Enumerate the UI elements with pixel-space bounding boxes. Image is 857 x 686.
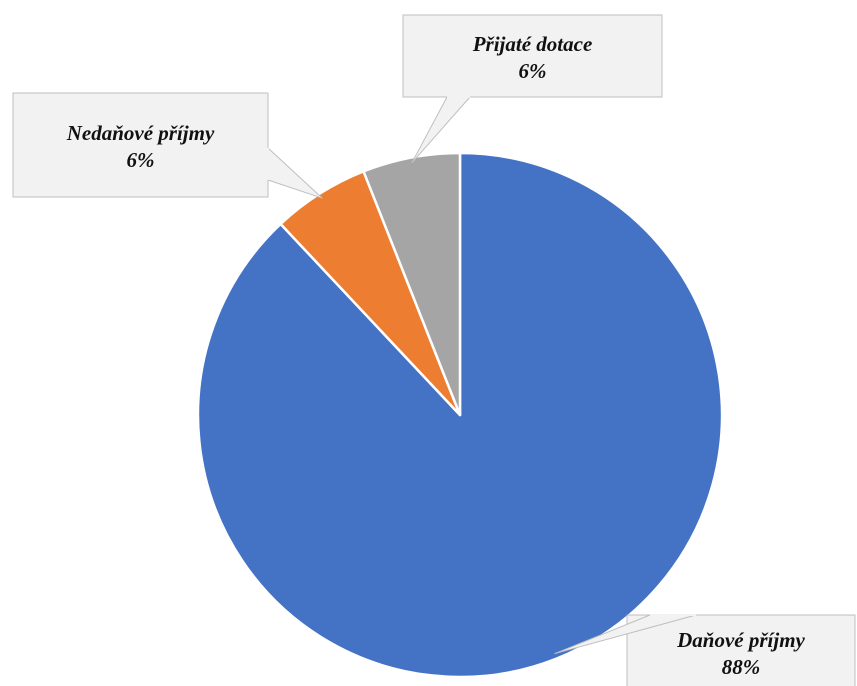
data-label-category: Daňové příjmy bbox=[676, 628, 805, 652]
data-label-callout: Daňové příjmy 88% bbox=[554, 614, 856, 686]
callout-box bbox=[12, 92, 269, 198]
slices-layer bbox=[196, 151, 724, 679]
data-label-callout: Přijaté dotace 6% bbox=[402, 14, 663, 164]
data-label-value: 6% bbox=[519, 59, 547, 83]
pie-slice bbox=[196, 151, 724, 679]
pie-slice bbox=[362, 151, 462, 417]
callout-pointer bbox=[267, 146, 323, 199]
data-label-value: 88% bbox=[722, 655, 761, 679]
data-label-value: 6% bbox=[127, 148, 155, 172]
data-label-category: Přijaté dotace bbox=[472, 32, 593, 56]
data-label-category: Nedaňové příjmy bbox=[66, 121, 215, 145]
data-label-callout: Nedaňové příjmy 6% bbox=[12, 92, 323, 199]
callout-box bbox=[626, 614, 856, 686]
callout-box bbox=[402, 14, 663, 98]
